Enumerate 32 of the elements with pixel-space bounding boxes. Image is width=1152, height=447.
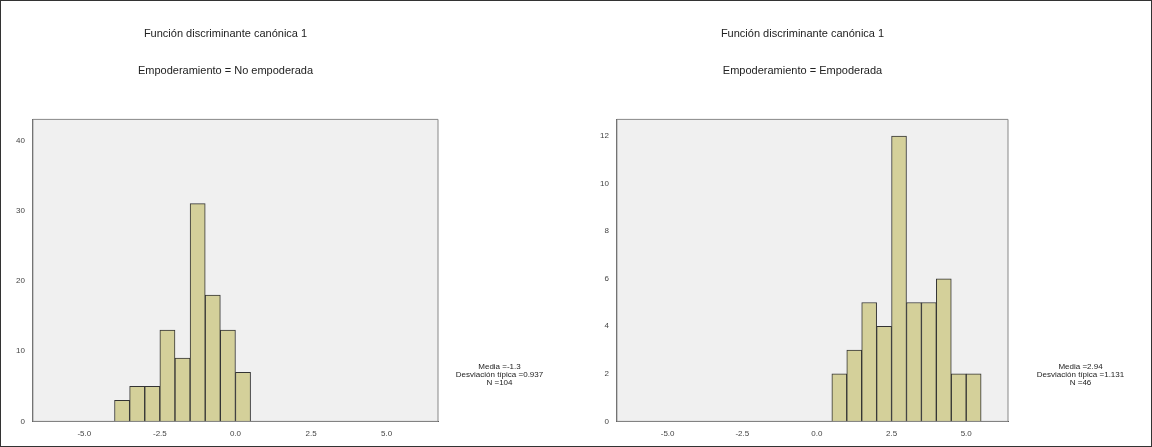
chart-subtitle: Empoderamiento = No empoderada [137, 63, 314, 76]
text: N =46 [1069, 377, 1092, 387]
y-tick-label: 20 [15, 276, 26, 286]
text: Desviación típica =0.937 [455, 369, 544, 379]
text: N =104 [486, 377, 514, 387]
y-tick-label: 4 [604, 321, 610, 331]
text: Media =-1.3 [478, 361, 522, 371]
y-tick-label: 2 [604, 369, 610, 379]
text: Desviación típica =1.131 [1036, 369, 1125, 379]
y-tick-label: 10 [599, 178, 610, 188]
x-tick-label: 0.0 [811, 429, 824, 439]
x-tick-label: 2.5 [305, 429, 318, 439]
x-tick-label: 5.0 [960, 429, 973, 439]
y-tick-label: 0 [604, 416, 610, 426]
x-tick-label: -5.0 [660, 429, 676, 439]
y-tick-label: 40 [15, 135, 26, 145]
y-tick-label: 30 [15, 205, 26, 215]
y-tick-label: 0 [20, 416, 26, 426]
x-tick-label: -5.0 [77, 429, 92, 439]
chart-title: Función discriminante canónica 1 [720, 26, 885, 39]
y-tick-label: 8 [604, 226, 610, 236]
x-tick-label: -2.5 [152, 429, 168, 439]
text: Media =2.94 [1058, 361, 1104, 371]
y-tick-label: 12 [599, 131, 610, 141]
y-tick-label: 6 [604, 273, 610, 283]
x-tick-label: 0.0 [229, 429, 242, 439]
chart-title: Función discriminante canónica 1 [143, 26, 308, 39]
chart-subtitle: Empoderamiento = Empoderada [722, 63, 884, 76]
x-tick-label: 5.0 [381, 429, 393, 439]
x-tick-label: 2.5 [886, 429, 898, 439]
y-tick-label: 10 [15, 346, 26, 356]
x-tick-label: -2.5 [735, 429, 750, 439]
